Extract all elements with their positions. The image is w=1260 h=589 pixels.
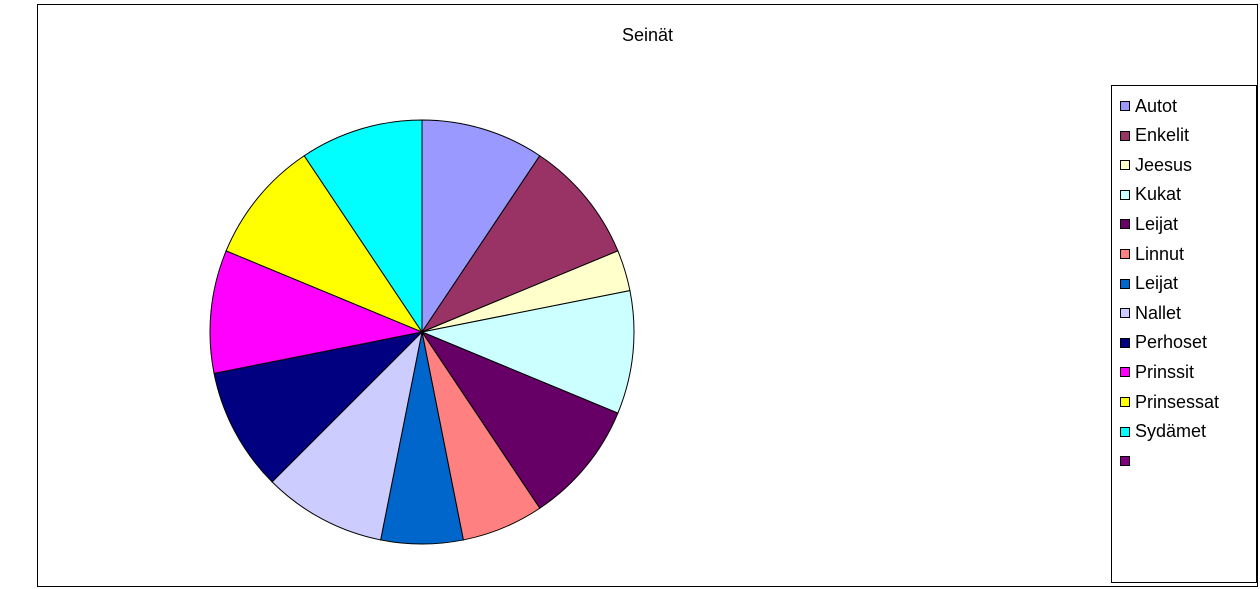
legend-label: Prinsessat [1135, 391, 1220, 412]
legend-swatch [1120, 249, 1130, 259]
legend-item: Linnut [1120, 242, 1184, 266]
legend-label: Autot [1135, 95, 1178, 116]
legend-item: Leijat [1120, 212, 1178, 236]
legend-swatch [1120, 397, 1130, 407]
pie-slice-1 [420, 155, 619, 334]
legend-swatch [1120, 337, 1130, 348]
legend-label: Sydämet [1135, 421, 1207, 442]
pie-slice-7 [271, 330, 423, 541]
legend-item: Sydämet [1120, 420, 1206, 444]
pie-slice-9 [209, 250, 424, 374]
legend-swatch [1120, 308, 1130, 319]
legend-item: Leijat [1120, 272, 1178, 296]
legend-label: Linnut [1135, 243, 1185, 264]
legend-label: Leijat [1135, 213, 1179, 234]
legend-swatch [1120, 367, 1130, 378]
pie-slice-4 [420, 330, 619, 509]
legend-swatch [1120, 426, 1130, 437]
legend-swatch [1120, 189, 1130, 200]
legend-item: Prinsessat [1120, 390, 1219, 414]
pie-slice-3 [420, 290, 635, 414]
chart-title: Seinät [621, 25, 674, 45]
pie-slice-8 [213, 331, 424, 483]
legend-swatch [1120, 278, 1130, 289]
chart-area: Seinät Autot Enkelit Jeesus Kukat Leijat Linn… [37, 4, 1258, 587]
legend-item: Perhoset [1120, 331, 1207, 355]
legend-label: Leijat [1135, 273, 1179, 294]
pie-slice-11 [303, 119, 423, 334]
chart-legend: Autot Enkelit Jeesus Kukat Leijat Linnut Leija… [1111, 85, 1257, 583]
legend-label: Prinssit [1135, 361, 1195, 382]
pie-chart [209, 119, 635, 545]
legend-label: Enkelit [1135, 125, 1190, 146]
legend-item [1120, 449, 1135, 473]
legend-label: Nallet [1135, 302, 1182, 323]
legend-label: Perhoset [1135, 332, 1208, 353]
legend-swatch [1120, 130, 1130, 141]
legend-item: Enkelit [1120, 124, 1189, 148]
legend-item: Autot [1120, 94, 1177, 118]
legend-swatch [1120, 456, 1130, 467]
legend-label: Jeesus [1135, 154, 1193, 175]
legend-swatch [1120, 219, 1130, 230]
pie-slice-10 [225, 155, 424, 334]
legend-label: Kukat [1135, 184, 1182, 205]
legend-item: Prinssit [1120, 360, 1194, 384]
legend-item: Nallet [1120, 301, 1181, 325]
legend-swatch [1120, 101, 1130, 111]
legend-swatch [1120, 160, 1130, 171]
legend-item: Kukat [1120, 183, 1181, 207]
pie-slice-0 [421, 119, 541, 334]
legend-item: Jeesus [1120, 153, 1192, 177]
